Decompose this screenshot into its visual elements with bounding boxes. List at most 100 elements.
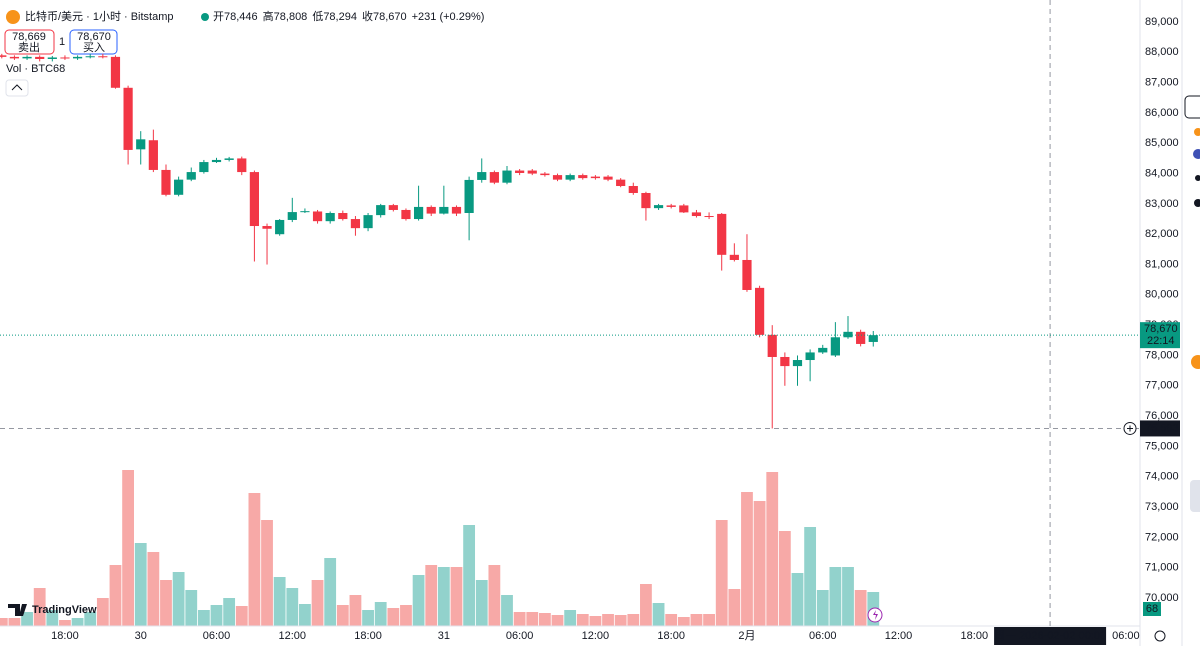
- y-tick-label: 84,000: [1145, 167, 1179, 179]
- volume-bar: [71, 618, 84, 626]
- last-price-countdown: 22:14: [1147, 335, 1175, 347]
- x-tick-label: 18:00: [354, 630, 382, 642]
- volume-legend-value: 68: [53, 63, 65, 75]
- candle-body: [653, 205, 664, 209]
- last-price-label: 78,670: [1144, 323, 1178, 335]
- candle-body: [35, 56, 45, 59]
- candle-body: [123, 87, 133, 150]
- x-tick-label: 18:00: [657, 630, 685, 642]
- volume-bar: [703, 614, 715, 626]
- volume-bar: [576, 614, 589, 626]
- volume-bar: [412, 575, 425, 626]
- candle-body: [691, 212, 702, 217]
- volume-bar: [374, 602, 387, 626]
- volume-bar: [400, 605, 412, 626]
- candle-body: [98, 56, 108, 58]
- candle-body: [136, 139, 146, 150]
- logo-icon: [8, 604, 27, 616]
- candle-body: [199, 162, 209, 173]
- candle-body: [451, 206, 462, 214]
- volume-bar: [766, 472, 779, 626]
- candle-body: [300, 211, 310, 213]
- candle-body: [439, 206, 449, 214]
- brand-name: TradingView: [32, 604, 97, 616]
- volume-bar: [450, 567, 463, 626]
- volume-bar: [299, 604, 311, 626]
- volume-bar: [223, 598, 236, 626]
- candle-body: [780, 356, 790, 367]
- y-tick-label: 88,000: [1145, 46, 1179, 58]
- y-tick-label: 74,000: [1145, 471, 1179, 483]
- candle-body: [729, 254, 739, 260]
- settings-icon[interactable]: [1154, 630, 1166, 642]
- volume-bar: [425, 565, 438, 626]
- change: +231 (+0.29%): [412, 11, 485, 23]
- candle-body: [174, 179, 184, 195]
- candle-body: [338, 212, 348, 220]
- candle-body: [287, 212, 297, 220]
- sidebar-item[interactable]: [1184, 95, 1200, 119]
- candle-body: [401, 209, 411, 220]
- candle-body: [704, 216, 714, 218]
- volume-bar: [33, 588, 46, 626]
- candle-body: [262, 226, 272, 229]
- y-tick-label: 82,000: [1145, 228, 1179, 240]
- sidebar-dot: [1194, 128, 1200, 136]
- crosshair-price-box: [1140, 420, 1180, 437]
- volume-bar: [324, 558, 337, 626]
- candle-body: [755, 287, 765, 335]
- volume-bar: [488, 565, 501, 626]
- candle-body: [9, 56, 20, 59]
- x-tick-label: 12:00: [279, 630, 307, 642]
- volume-bar: [614, 615, 627, 626]
- candle-body: [464, 179, 474, 213]
- sell-button[interactable]: [4, 29, 55, 55]
- y-tick-label: 86,000: [1145, 107, 1179, 119]
- x-tick-label: 18:00: [961, 630, 989, 642]
- x-tick-label: 31: [438, 630, 450, 642]
- candle-body: [363, 215, 373, 229]
- collapse-button[interactable]: [5, 79, 29, 97]
- buy-label: 买入: [83, 41, 105, 54]
- candle-body: [843, 331, 853, 338]
- volume-bar: [551, 615, 564, 626]
- crosshair-price-label: 75,593: [1145, 422, 1179, 434]
- volume-bar: [248, 493, 261, 626]
- candle-body: [477, 172, 487, 180]
- buy-button[interactable]: [69, 29, 118, 55]
- volume-bar: [589, 616, 602, 626]
- volume-bar: [513, 612, 526, 626]
- sidebar-dot: [1194, 199, 1200, 207]
- candle-body: [161, 169, 171, 195]
- volume-value-box: [1143, 602, 1161, 616]
- volume-bar: [147, 552, 160, 626]
- volume-bar: [134, 543, 147, 626]
- y-tick-label: 75,000: [1145, 440, 1179, 452]
- candle-body: [211, 159, 222, 163]
- sidebar: [1182, 0, 1200, 646]
- y-tick-label: 78,000: [1145, 349, 1179, 361]
- x-tick-label: 06:00: [506, 630, 534, 642]
- ohlc-value: 78,670: [373, 11, 407, 23]
- candle-body: [565, 175, 575, 180]
- candle-body: [148, 140, 158, 170]
- volume-bar: [273, 577, 286, 626]
- candle-body: [818, 347, 828, 353]
- volume-bar: [715, 520, 728, 626]
- x-tick-label: 12:00: [582, 630, 610, 642]
- candle-body: [515, 170, 525, 173]
- sidebar-dot: [1195, 175, 1200, 181]
- volume-bar: [197, 610, 210, 626]
- volume-bar: [475, 580, 488, 626]
- candle-body: [666, 205, 676, 207]
- y-tick-label: 80,000: [1145, 289, 1179, 301]
- candle-body: [388, 205, 398, 210]
- volume-bar: [172, 572, 185, 626]
- candle-body: [540, 173, 550, 176]
- volume-bar: [690, 614, 703, 626]
- volume-bar: [778, 531, 791, 626]
- volume-bar: [84, 612, 97, 626]
- volume-bar: [185, 590, 198, 626]
- last-price-box: [1140, 322, 1180, 349]
